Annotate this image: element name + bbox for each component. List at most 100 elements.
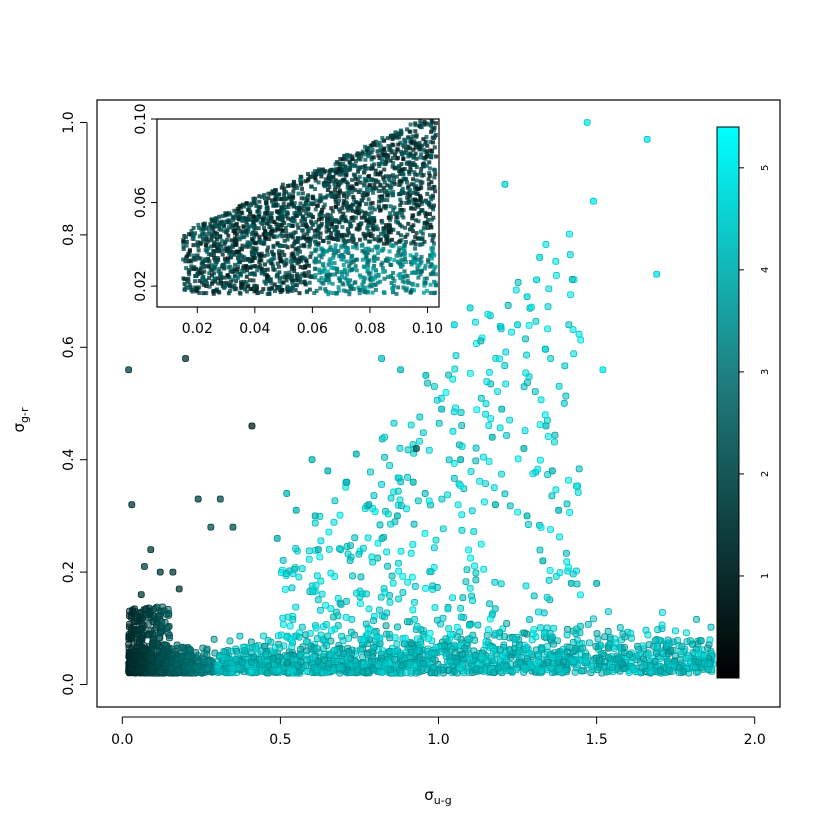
inset-data-point [247,278,252,283]
inset-data-point [371,155,376,160]
main-points-layer [125,119,717,677]
inset-data-point [229,225,234,230]
main-data-point [388,572,396,580]
main-data-point [236,632,244,640]
main-data-point [588,662,595,670]
main-data-point [338,632,345,640]
inset-data-point [415,283,420,288]
main-data-point [438,495,446,503]
inset-data-point [347,238,352,243]
main-data-point [477,540,485,548]
inset-data-point [364,201,369,206]
main-data-point [506,502,514,510]
inset-data-point [416,275,421,280]
main-data-point [276,644,284,652]
main-data-point [387,520,395,528]
main-data-point [604,628,612,635]
main-data-point [416,654,424,661]
main-data-point [483,378,491,386]
main-data-point [683,629,690,637]
inset-data-point [395,155,400,160]
inset-data-point [390,142,395,147]
main-data-point [351,534,359,542]
inset-data-point [405,274,410,279]
main-data-point [645,641,653,649]
main-data-point [156,634,164,642]
main-data-point [404,473,411,481]
main-data-point [422,371,430,379]
main-data-point [453,658,461,666]
main-data-point [485,626,492,634]
main-data-point [527,303,535,311]
inset-data-point [417,140,422,145]
main-data-point [336,511,344,519]
main-data-point [157,668,165,676]
inset-data-point [218,234,223,239]
main-data-point [324,467,332,475]
main-y-tick-label: 0.8 [61,224,77,246]
inset-data-point [418,242,423,247]
main-data-point [697,637,705,645]
inset-data-point [271,243,276,248]
main-data-point [125,612,133,620]
main-data-point [386,648,393,655]
main-data-point [483,631,491,639]
inset-data-point [198,240,203,245]
inset-data-point [401,190,406,195]
main-data-point [264,637,272,644]
main-data-point [194,495,202,503]
main-data-point [577,591,584,599]
main-data-point [537,396,545,404]
main-data-point [391,634,399,642]
main-data-point [575,330,583,338]
inset-data-point [407,169,412,174]
main-data-point [471,562,478,570]
main-data-point [427,568,435,576]
inset-data-point [232,236,237,241]
main-data-point [376,640,384,648]
main-data-point [322,621,330,628]
main-data-point [572,630,580,637]
main-data-point [637,649,645,657]
main-data-point [431,604,439,612]
inset-data-point [222,242,227,247]
main-data-point [376,606,383,614]
main-data-point [355,550,363,558]
main-data-point [262,651,270,659]
main-data-point [526,616,533,623]
main-data-point [370,492,378,500]
inset-data-point [351,172,356,177]
main-data-point [514,508,522,516]
inset-data-point [380,220,385,225]
main-data-point [469,597,476,605]
inset-data-point [433,264,438,269]
main-data-point [472,569,480,577]
main-data-point [317,631,325,639]
inset-data-point [350,177,355,182]
main-data-point [538,646,545,653]
inset-data-point [295,222,300,227]
main-data-point [241,647,248,655]
main-data-point [546,567,554,574]
main-data-point [325,660,333,668]
inset-data-point [365,226,370,231]
inset-data-point [249,232,254,237]
inset-data-point [207,275,212,280]
main-data-point [150,606,157,613]
inset-data-point [424,276,429,281]
main-data-point [541,411,549,419]
main-data-point [207,523,215,531]
main-data-point [404,446,412,454]
inset-data-point [402,253,407,258]
inset-data-point [418,119,423,124]
main-data-point [422,584,429,592]
main-data-point [566,509,574,516]
main-data-point [593,579,601,587]
inset-data-point [333,272,338,277]
main-data-point [406,660,414,668]
inset-data-point [351,194,356,199]
inset-data-point [413,151,418,156]
main-data-point [502,380,510,388]
main-data-point [147,669,155,676]
inset-data-point [187,248,192,253]
